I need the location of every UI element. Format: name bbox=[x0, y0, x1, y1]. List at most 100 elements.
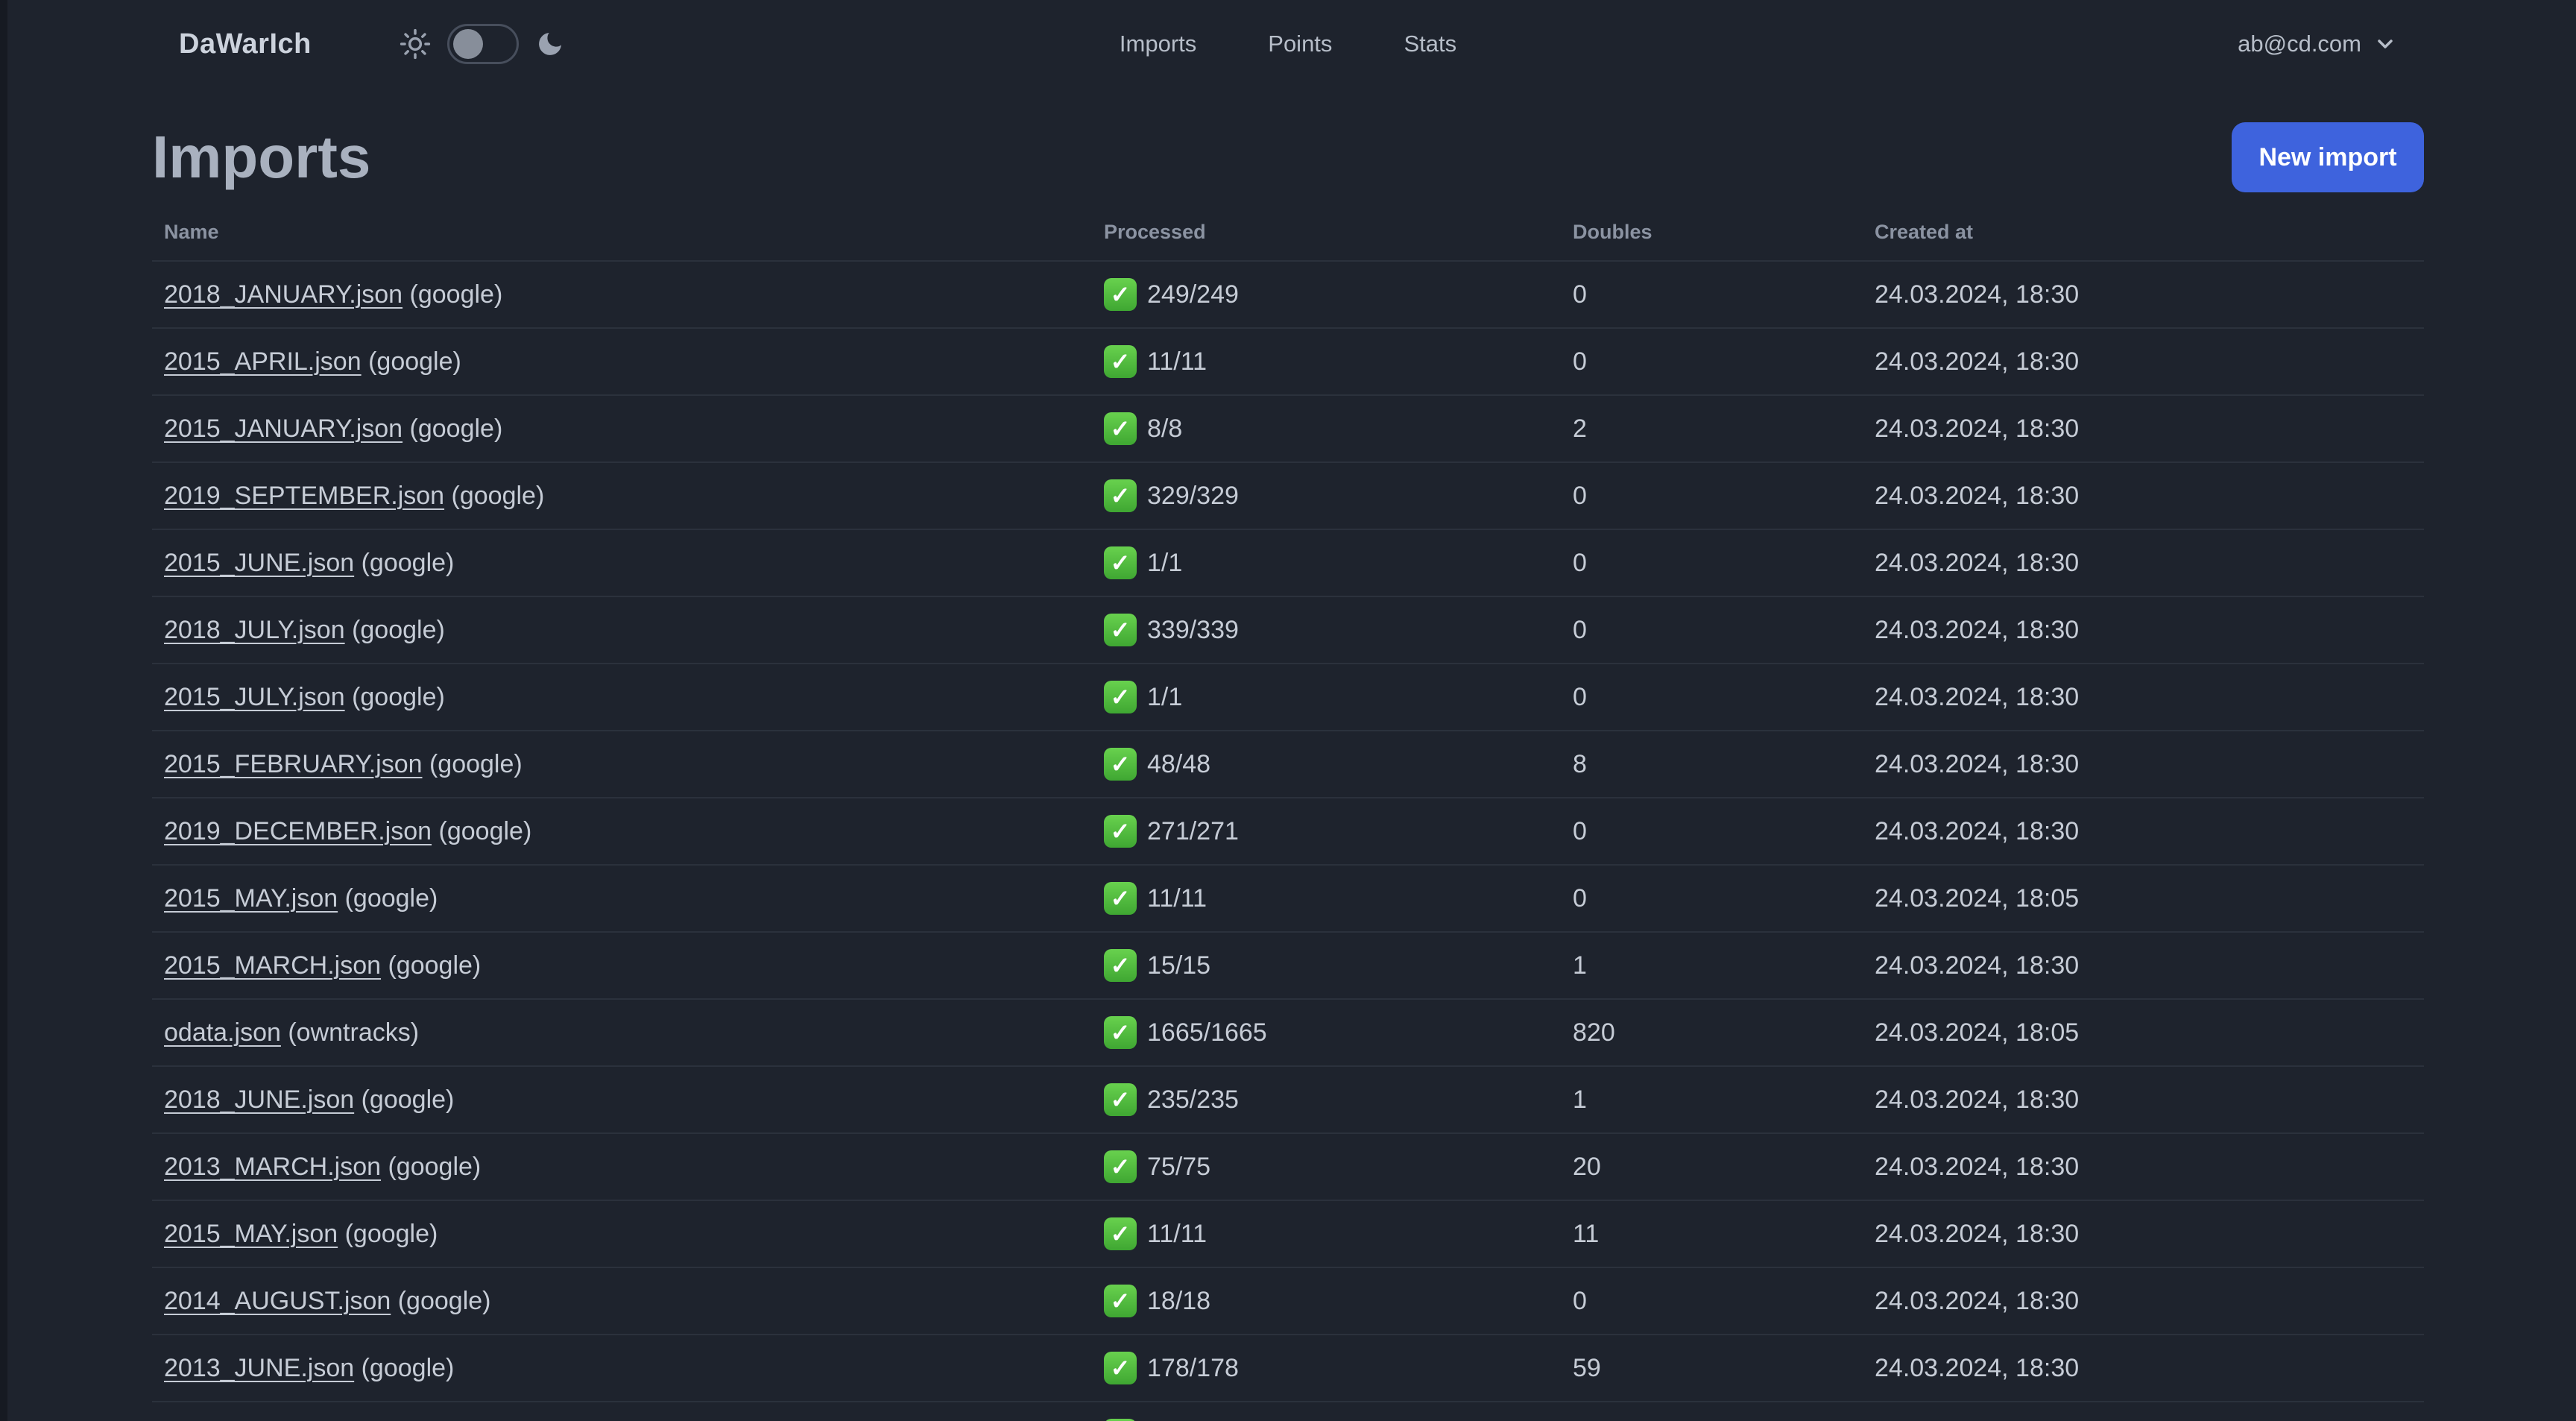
table-row: 2018_JUNE.json (google) ✓ 235/235 1 24.0… bbox=[152, 1065, 2424, 1132]
name-cell: 2015_FEBRUARY.json (google) bbox=[152, 750, 1104, 779]
import-source-label: (google) bbox=[361, 1085, 455, 1114]
import-source-label: (google) bbox=[352, 615, 445, 644]
created-at-cell: 24.03.2024, 18:05 bbox=[1875, 883, 2080, 913]
table-row: 2013_JUNE.json (google) ✓ 178/178 59 24.… bbox=[152, 1334, 2424, 1401]
table-row: 2019_DECEMBER.json (google) ✓ 271/271 0 … bbox=[152, 797, 2424, 864]
check-icon: ✓ bbox=[1104, 815, 1137, 848]
table-row: 2013_MARCH.json (google) ✓ 75/75 20 24.0… bbox=[152, 1132, 2424, 1200]
column-header-processed: Processed bbox=[1104, 221, 1206, 243]
nav-link-stats[interactable]: Stats bbox=[1404, 31, 1457, 57]
import-file-link[interactable]: 2015_APRIL.json bbox=[164, 347, 362, 376]
table-row: odata.json (owntracks) ✓ 1665/1665 820 2… bbox=[152, 998, 2424, 1065]
import-file-link[interactable]: 2015_FEBRUARY.json bbox=[164, 749, 423, 778]
import-source-label: (google) bbox=[409, 414, 503, 443]
created-at-cell: 24.03.2024, 18:30 bbox=[1875, 816, 2080, 845]
check-icon: ✓ bbox=[1104, 412, 1137, 445]
processed-cell: ✓ 1/1 bbox=[1104, 546, 1573, 579]
name-cell: 2015_JANUARY.json (google) bbox=[152, 415, 1104, 444]
column-header-name: Name bbox=[164, 221, 219, 243]
doubles-cell: 0 bbox=[1573, 615, 1587, 644]
processed-count: 1665/1665 bbox=[1147, 1018, 1267, 1047]
processed-count: 1/1 bbox=[1147, 548, 1183, 577]
processed-count: 339/339 bbox=[1147, 615, 1239, 644]
processed-cell: ✓ 8/8 bbox=[1104, 412, 1573, 445]
processed-count: 1/1 bbox=[1147, 682, 1183, 711]
import-source-label: (google) bbox=[361, 1353, 455, 1382]
nav-links: Imports Points Stats bbox=[1120, 31, 1456, 57]
moon-icon bbox=[535, 29, 565, 59]
doubles-cell: 0 bbox=[1573, 816, 1587, 845]
imports-table: Name Processed Doubles Created at 2018_J… bbox=[152, 201, 2424, 1421]
theme-toggle[interactable] bbox=[446, 24, 519, 64]
import-file-link[interactable]: 2013_JUNE.json bbox=[164, 1353, 355, 1382]
import-source-label: (google) bbox=[429, 749, 523, 778]
account-menu[interactable]: ab@cd.com bbox=[2238, 31, 2397, 57]
processed-cell: ✓ 1/1 bbox=[1104, 681, 1573, 713]
name-cell: 2013_JUNE.json (google) bbox=[152, 1354, 1104, 1383]
table-row: 2015_APRIL.json (google) ✓ 11/11 0 24.03… bbox=[152, 327, 2424, 394]
import-file-link[interactable]: 2015_JULY.json bbox=[164, 682, 345, 711]
import-source-label: (google) bbox=[361, 548, 455, 577]
created-at-cell: 24.03.2024, 18:30 bbox=[1875, 1085, 2080, 1114]
check-icon: ✓ bbox=[1104, 278, 1137, 311]
processed-count: 178/178 bbox=[1147, 1353, 1239, 1382]
import-file-link[interactable]: 2019_DECEMBER.json bbox=[164, 816, 432, 845]
name-cell: 2015_JULY.json (google) bbox=[152, 683, 1104, 712]
doubles-cell: 8 bbox=[1573, 749, 1587, 778]
import-file-link[interactable]: 2015_JUNE.json bbox=[164, 548, 355, 577]
import-file-link[interactable]: 2015_MARCH.json bbox=[164, 951, 382, 980]
import-file-link[interactable]: 2019_SEPTEMBER.json bbox=[164, 481, 445, 510]
import-source-label: (google) bbox=[368, 347, 461, 376]
app-logo[interactable]: DaWarIch bbox=[179, 28, 312, 60]
processed-count: 15/15 bbox=[1147, 951, 1211, 980]
created-at-cell: 24.03.2024, 18:30 bbox=[1875, 951, 2080, 980]
window-edge bbox=[0, 0, 7, 1421]
column-header-created-at: Created at bbox=[1875, 221, 1974, 243]
check-icon: ✓ bbox=[1104, 1083, 1137, 1116]
theme-toggle-knob bbox=[452, 29, 483, 59]
created-at-cell: 24.03.2024, 18:30 bbox=[1875, 347, 2080, 376]
check-icon: ✓ bbox=[1104, 1016, 1137, 1049]
column-header-doubles: Doubles bbox=[1573, 221, 1652, 243]
doubles-cell: 0 bbox=[1573, 481, 1587, 510]
check-icon: ✓ bbox=[1104, 949, 1137, 982]
doubles-cell: 0 bbox=[1573, 280, 1587, 309]
import-file-link[interactable]: 2013_MARCH.json bbox=[164, 1152, 382, 1181]
created-at-cell: 24.03.2024, 18:30 bbox=[1875, 1219, 2080, 1248]
sun-icon bbox=[400, 28, 431, 60]
import-source-label: (google) bbox=[388, 1152, 482, 1181]
page-head: Imports New import bbox=[152, 113, 2424, 201]
table-row: 2015_JULY.json (google) ✓ 1/1 0 24.03.20… bbox=[152, 663, 2424, 730]
table-row: 2019_SEPTEMBER.json (google) ✓ 329/329 0… bbox=[152, 461, 2424, 529]
name-cell: 2015_MAY.json (google) bbox=[152, 1220, 1104, 1249]
processed-cell: ✓ 235/235 bbox=[1104, 1083, 1573, 1116]
processed-count: 75/75 bbox=[1147, 1152, 1211, 1181]
import-file-link[interactable]: 2018_JANUARY.json bbox=[164, 280, 403, 309]
import-file-link[interactable]: 2015_MAY.json bbox=[164, 883, 338, 913]
new-import-button[interactable]: New import bbox=[2232, 122, 2424, 192]
theme-toggle-group bbox=[400, 24, 565, 64]
check-icon: ✓ bbox=[1104, 546, 1137, 579]
name-cell: 2019_SEPTEMBER.json (google) bbox=[152, 482, 1104, 511]
check-icon: ✓ bbox=[1104, 1419, 1137, 1421]
import-source-label: (owntracks) bbox=[288, 1018, 420, 1047]
processed-cell: ✓ 48/48 bbox=[1104, 748, 1573, 781]
import-file-link[interactable]: 2018_JULY.json bbox=[164, 615, 345, 644]
processed-cell: ✓ 339/339 bbox=[1104, 614, 1573, 646]
processed-count: 271/271 bbox=[1147, 816, 1239, 845]
table-row: 2015_MAY.json (google) ✓ 11/11 0 24.03.2… bbox=[152, 864, 2424, 931]
import-source-label: (google) bbox=[352, 682, 445, 711]
import-file-link[interactable]: 2014_AUGUST.json bbox=[164, 1286, 391, 1315]
import-file-link[interactable]: 2015_JANUARY.json bbox=[164, 414, 403, 443]
name-cell: 2015_MAY.json (google) bbox=[152, 884, 1104, 913]
name-cell: 2014_AUGUST.json (google) bbox=[152, 1287, 1104, 1316]
import-source-label: (google) bbox=[344, 1219, 438, 1248]
table-row: 2015_MARCH.json (google) ✓ 15/15 1 24.03… bbox=[152, 931, 2424, 998]
nav-link-imports[interactable]: Imports bbox=[1119, 31, 1197, 57]
nav-link-points[interactable]: Points bbox=[1268, 31, 1333, 57]
import-file-link[interactable]: 2018_JUNE.json bbox=[164, 1085, 355, 1114]
processed-count: 48/48 bbox=[1147, 749, 1211, 778]
import-file-link[interactable]: 2015_MAY.json bbox=[164, 1219, 338, 1248]
doubles-cell: 0 bbox=[1573, 682, 1587, 711]
import-file-link[interactable]: odata.json bbox=[164, 1018, 281, 1047]
